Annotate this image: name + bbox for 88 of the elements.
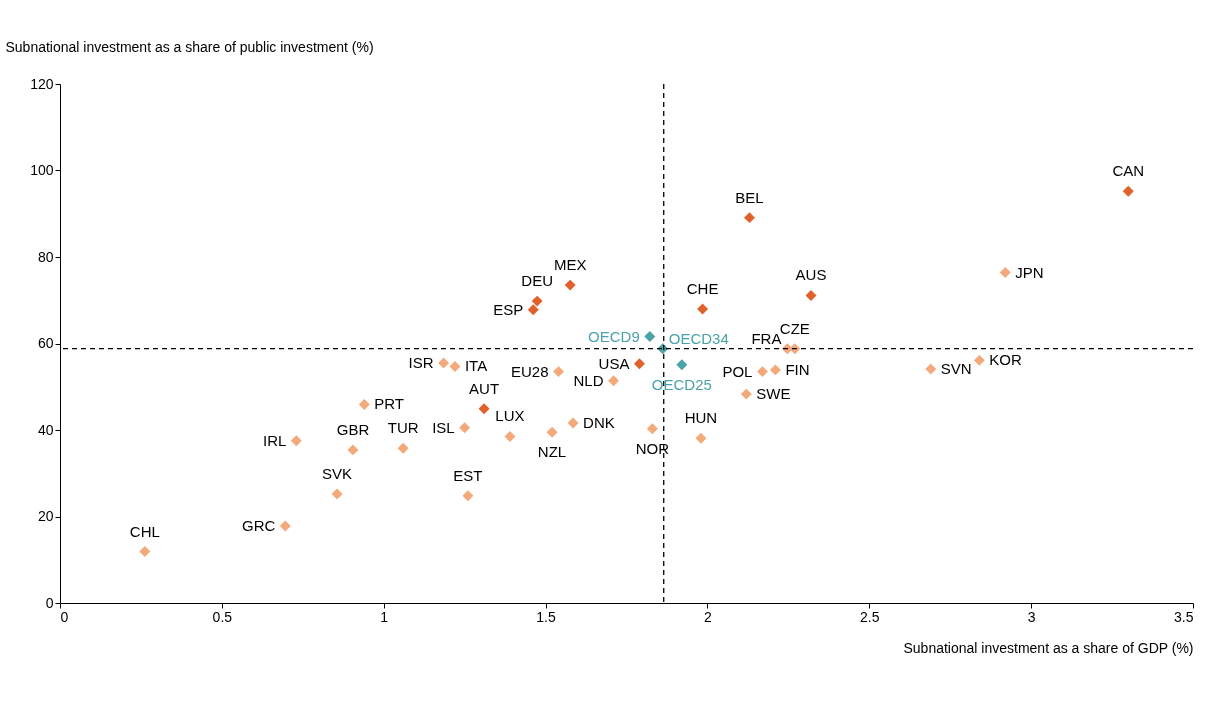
annotation: CHL bbox=[129, 522, 160, 540]
annotation: EST bbox=[453, 466, 483, 484]
annotation: ESP bbox=[493, 300, 524, 318]
annotation: CAN bbox=[1112, 162, 1145, 180]
y-tick-label: 100 bbox=[30, 162, 54, 178]
y-axis-title: Subnational investment as a share of public investment (%) bbox=[5, 38, 374, 55]
point bbox=[279, 520, 291, 532]
annotation: SWE bbox=[756, 385, 791, 403]
y-tick-label: 80 bbox=[37, 248, 54, 265]
y-tick-label: 0 bbox=[45, 594, 54, 611]
point bbox=[695, 432, 707, 444]
annotation: JPN bbox=[1015, 263, 1044, 281]
annotation: OECD34 bbox=[668, 329, 729, 347]
x-tick-label: 0.5 bbox=[212, 608, 233, 625]
annotation: OECD9 bbox=[588, 327, 640, 345]
point bbox=[331, 488, 343, 500]
x-tick-label: 3 bbox=[1027, 608, 1036, 625]
annotation: DNK bbox=[583, 414, 615, 432]
annotation: POL bbox=[722, 362, 753, 380]
point bbox=[462, 490, 474, 502]
x-tick-label: 1 bbox=[380, 608, 389, 625]
annotation: FIN bbox=[785, 360, 810, 378]
x-axis-title: Subnational investment as a share of GDP (%) bbox=[903, 639, 1194, 656]
annotation: EU28 bbox=[510, 362, 549, 380]
annotation: ISR bbox=[408, 353, 434, 371]
annotation: LUX bbox=[495, 407, 525, 425]
annotation: SVK bbox=[322, 465, 353, 483]
annotation: PRT bbox=[374, 395, 405, 413]
point bbox=[608, 375, 620, 387]
annotation: AUS bbox=[795, 266, 827, 284]
annotation: OECD25 bbox=[651, 375, 712, 393]
point bbox=[567, 417, 579, 429]
point bbox=[564, 279, 576, 291]
point bbox=[438, 357, 450, 369]
point bbox=[644, 331, 656, 343]
point bbox=[546, 426, 558, 438]
y-tick-label: 120 bbox=[30, 75, 54, 92]
point bbox=[531, 295, 543, 307]
point bbox=[999, 267, 1011, 279]
point bbox=[740, 388, 752, 400]
point bbox=[358, 399, 370, 410]
point bbox=[676, 359, 688, 371]
x-tick-label: 1.5 bbox=[536, 608, 557, 625]
annotation: SVN bbox=[940, 360, 972, 378]
annotation: NLD bbox=[573, 371, 604, 389]
point bbox=[504, 431, 516, 442]
annotation: USA bbox=[598, 354, 630, 372]
annotation: TUR bbox=[387, 419, 419, 437]
point bbox=[290, 435, 302, 447]
annotation: ITA bbox=[464, 357, 488, 375]
y-tick-label: 40 bbox=[37, 421, 54, 438]
annotation: IRL bbox=[262, 431, 287, 449]
annotation: HUN bbox=[684, 409, 718, 427]
annotation: ISL bbox=[432, 418, 455, 436]
point bbox=[769, 364, 781, 376]
point bbox=[139, 546, 151, 558]
point bbox=[973, 354, 985, 366]
annotation: CHE bbox=[686, 279, 719, 297]
annotation: DEU bbox=[521, 272, 553, 290]
point bbox=[925, 363, 937, 375]
x-tick-label: 3.5 bbox=[1174, 608, 1194, 625]
annotation: KOR bbox=[989, 351, 1023, 369]
annotation: CZE bbox=[779, 319, 810, 337]
point bbox=[347, 444, 359, 456]
point bbox=[697, 303, 709, 315]
annotation: BEL bbox=[735, 188, 764, 206]
point bbox=[478, 403, 490, 415]
point bbox=[397, 442, 409, 454]
point bbox=[646, 423, 658, 435]
point bbox=[744, 212, 755, 224]
annotation: NZL bbox=[537, 443, 567, 461]
x-tick-label: 2 bbox=[704, 608, 713, 625]
point bbox=[553, 366, 564, 378]
annotation: AUT bbox=[469, 379, 500, 397]
y-tick-label: 60 bbox=[37, 335, 54, 351]
annotation: GBR bbox=[336, 420, 370, 438]
point bbox=[633, 358, 645, 370]
point bbox=[449, 360, 461, 372]
x-tick-label: 2.5 bbox=[860, 608, 880, 625]
point bbox=[756, 366, 768, 378]
point bbox=[527, 304, 539, 316]
point bbox=[459, 422, 471, 434]
y-tick-label: 20 bbox=[37, 508, 54, 524]
annotation: GRC bbox=[241, 517, 276, 535]
annotation: MEX bbox=[553, 256, 587, 274]
x-tick-label: 0 bbox=[60, 608, 69, 625]
point bbox=[1122, 185, 1134, 197]
annotation: NOR bbox=[635, 439, 670, 457]
